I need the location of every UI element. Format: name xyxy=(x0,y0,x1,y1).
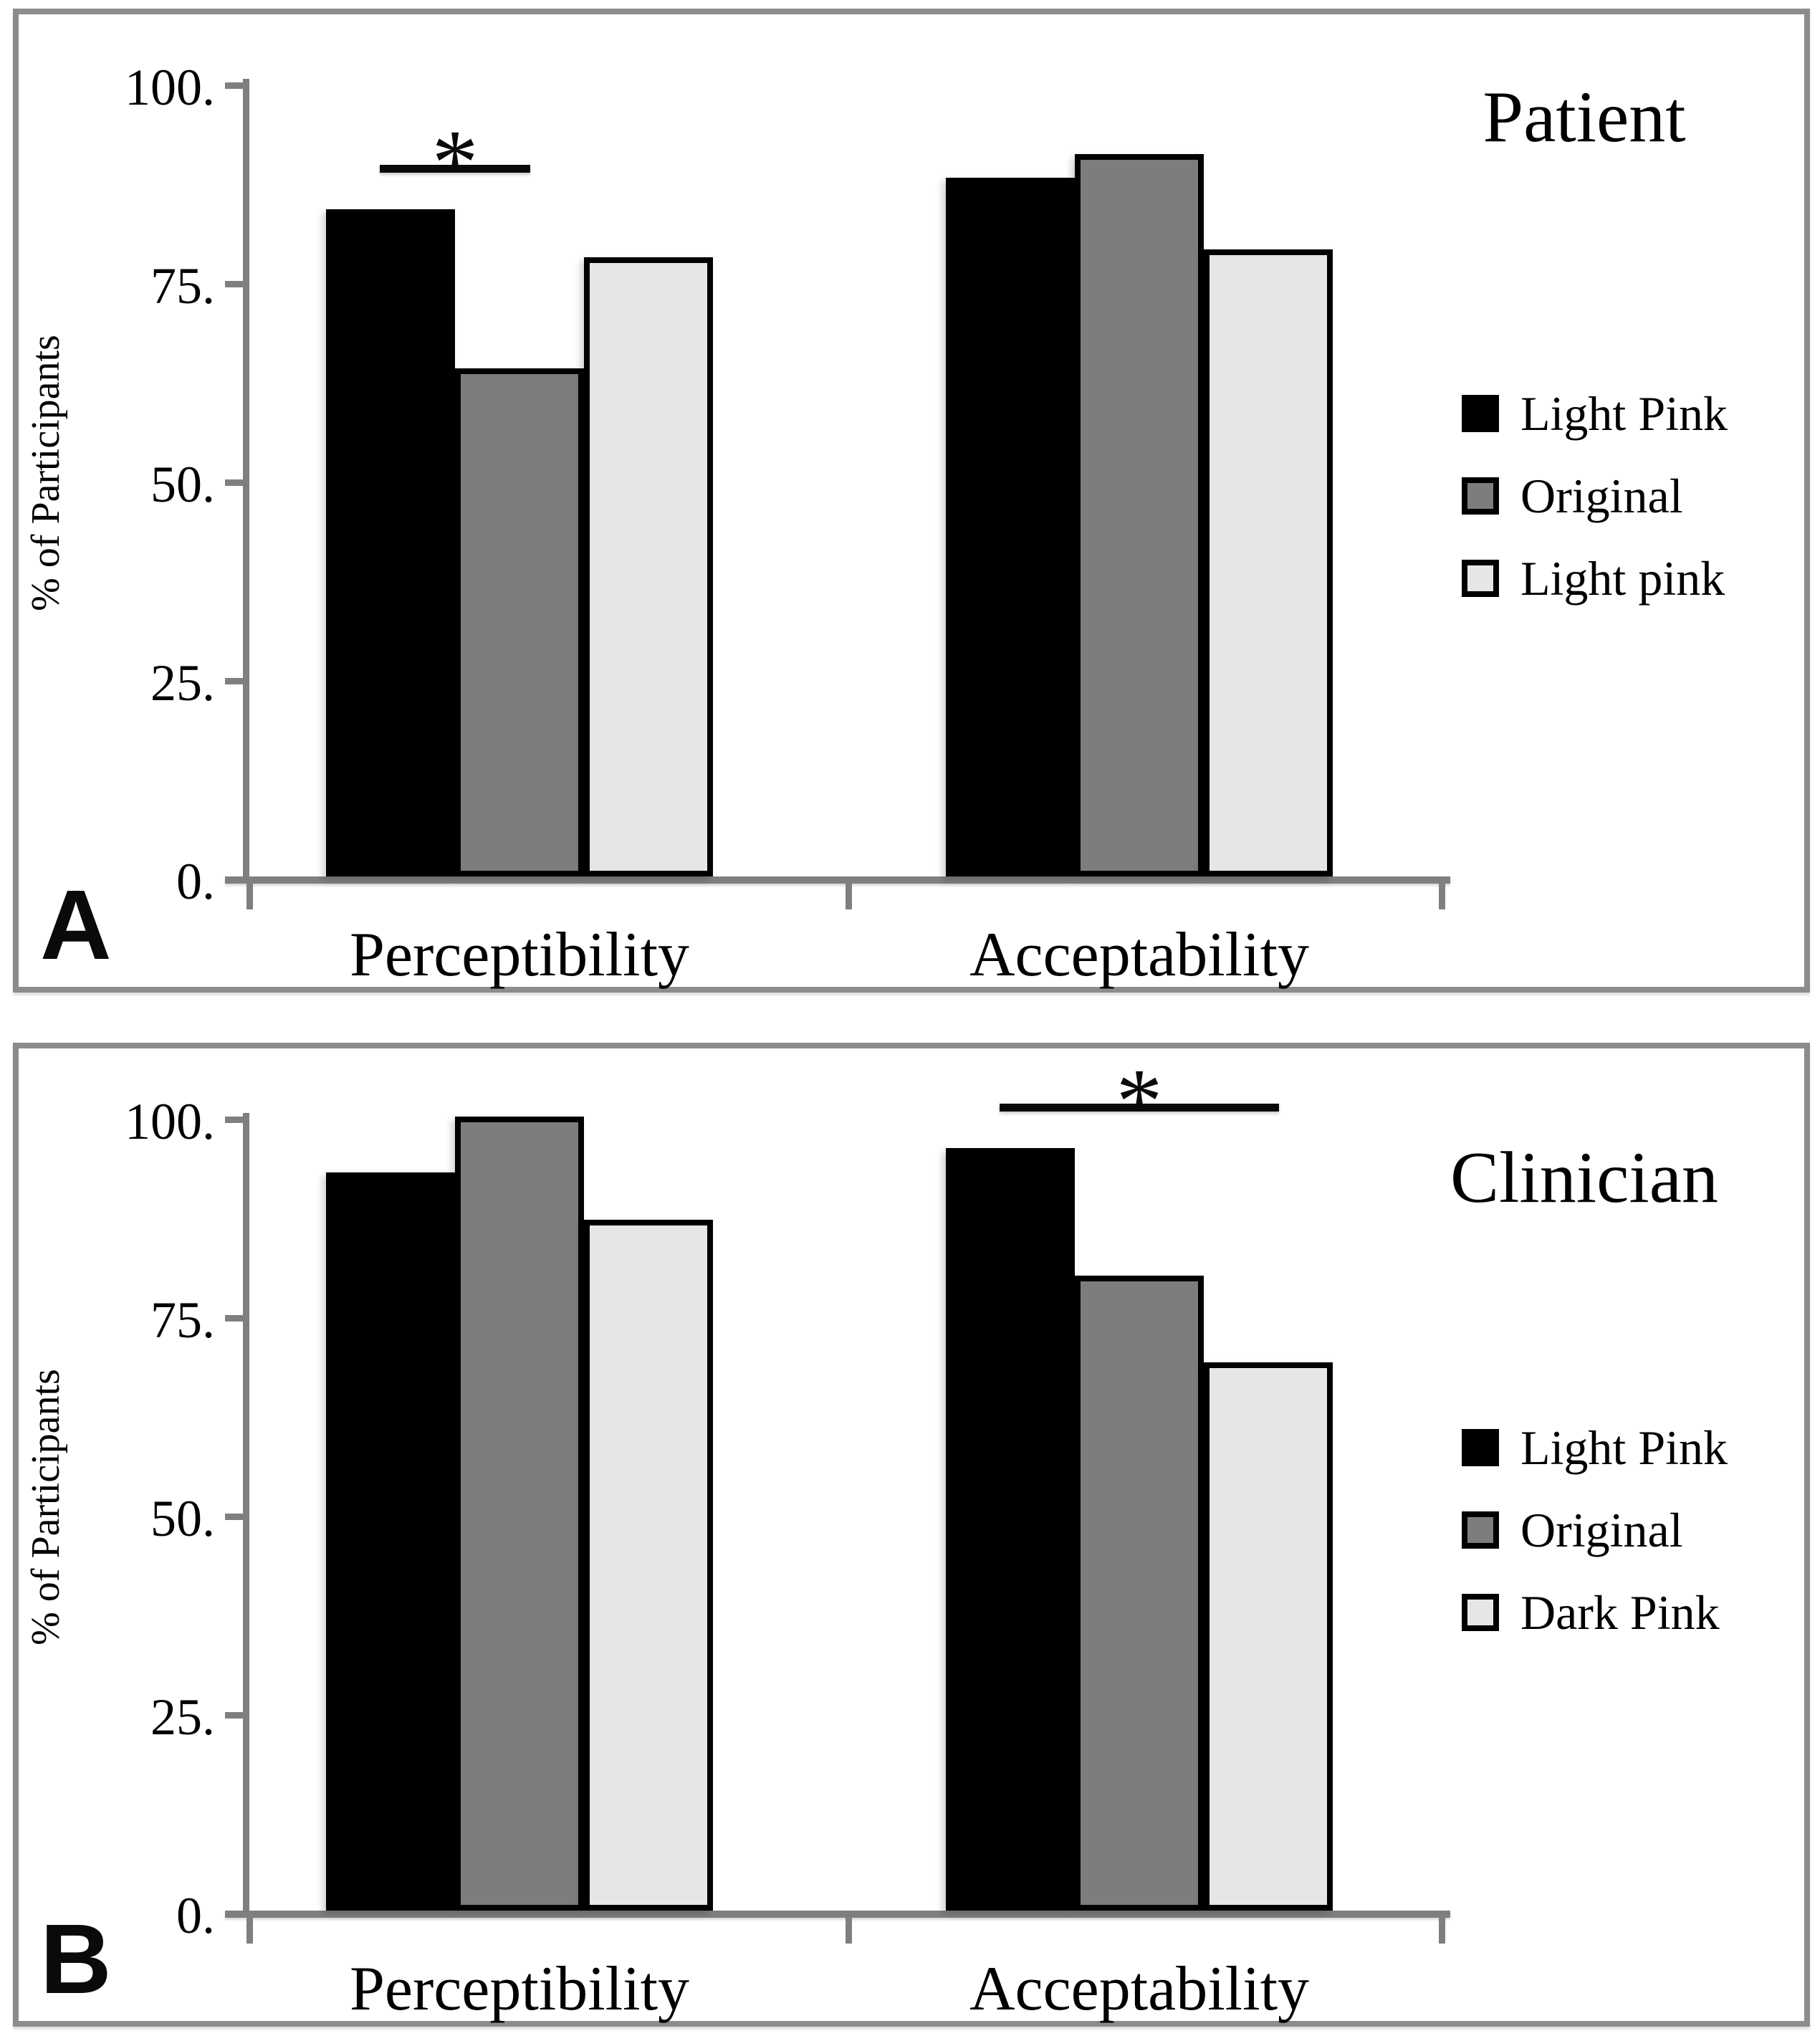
x-tick-mark xyxy=(1439,1911,1445,1944)
legend-swatch-original xyxy=(1462,477,1499,515)
y-tick-mark xyxy=(225,1315,249,1322)
bar-perceptibility-original xyxy=(455,368,584,876)
category-label-acceptability: Acceptability xyxy=(969,920,1310,990)
category-label-perceptibility: Perceptibility xyxy=(349,1954,690,2024)
legend-swatch-light-pink xyxy=(1462,1429,1499,1466)
legend-label: Dark Pink xyxy=(1520,1585,1720,1640)
panel-title: Patient xyxy=(1483,77,1686,158)
x-tick-mark xyxy=(1439,876,1445,909)
y-tick-label: 50. xyxy=(150,1489,215,1547)
legend-label: Original xyxy=(1520,469,1683,523)
bar-perceptibility-original xyxy=(455,1117,584,1911)
category-label-acceptability: Acceptability xyxy=(969,1954,1310,2024)
y-tick-label: 100. xyxy=(125,1092,215,1150)
y-tick-label: 100. xyxy=(125,58,215,116)
y-tick-mark xyxy=(225,1712,249,1719)
legend-swatch-original xyxy=(1462,1511,1499,1549)
bar-perceptibility-dark-pink xyxy=(584,1220,713,1911)
x-tick-mark xyxy=(246,1911,253,1944)
significance-line xyxy=(380,165,530,173)
significance-asterisk: * xyxy=(431,111,479,214)
y-tick-mark xyxy=(225,1117,249,1123)
bar-perceptibility-light-pink xyxy=(326,209,455,876)
bar-acceptability-original xyxy=(1075,154,1204,876)
x-tick-mark xyxy=(846,876,852,909)
y-tick-mark xyxy=(225,479,249,486)
y-tick-label: 75. xyxy=(150,1291,215,1349)
y-tick-mark xyxy=(225,82,249,89)
y-tick-label: 25. xyxy=(150,1688,215,1746)
bar-acceptability-original xyxy=(1075,1276,1204,1911)
y-tick-label: 50. xyxy=(150,455,215,513)
legend-label: Original xyxy=(1520,1503,1683,1557)
x-tick-mark xyxy=(846,1911,852,1944)
legend-label: Light pink xyxy=(1520,551,1725,606)
legend-swatch-light-pink xyxy=(1462,560,1499,597)
panel-letter: B xyxy=(40,1904,112,2015)
x-tick-mark xyxy=(246,876,253,909)
y-tick-mark xyxy=(225,678,249,684)
legend-swatch-dark-pink xyxy=(1462,1594,1499,1631)
panel-patient: % of Participants 100. 75. 50. 25. 0. Percep… xyxy=(13,9,1810,993)
x-axis-line xyxy=(225,876,1450,884)
panel-title: Clinician xyxy=(1450,1137,1718,1218)
panel-letter: A xyxy=(40,870,112,980)
category-label-perceptibility: Perceptibility xyxy=(349,920,690,990)
bar-acceptability-light-pink xyxy=(946,1148,1075,1911)
bar-perceptibility-light-pink xyxy=(326,1172,455,1911)
x-axis-line xyxy=(225,1911,1450,1918)
bar-acceptability-light-pink xyxy=(946,178,1075,876)
y-tick-mark xyxy=(225,1514,249,1520)
y-tick-label: 75. xyxy=(150,257,215,315)
y-tick-label: 0. xyxy=(176,1886,215,1944)
y-tick-label: 0. xyxy=(176,852,215,910)
bar-acceptability-dark-pink xyxy=(1204,1362,1333,1911)
y-tick-mark xyxy=(225,281,249,287)
legend-label: Light Pink xyxy=(1520,1420,1728,1475)
significance-line xyxy=(1000,1104,1279,1112)
significance-asterisk: * xyxy=(1116,1050,1163,1153)
legend-swatch-light-pink xyxy=(1462,395,1499,432)
bar-acceptability-light-pink xyxy=(1204,249,1333,876)
panel-clinician: % of Participants 100. 75. 50. 25. 0. Percep… xyxy=(13,1043,1810,2027)
bar-perceptibility-light-pink xyxy=(584,257,713,876)
legend-label: Light Pink xyxy=(1520,386,1728,441)
y-tick-label: 25. xyxy=(150,654,215,712)
